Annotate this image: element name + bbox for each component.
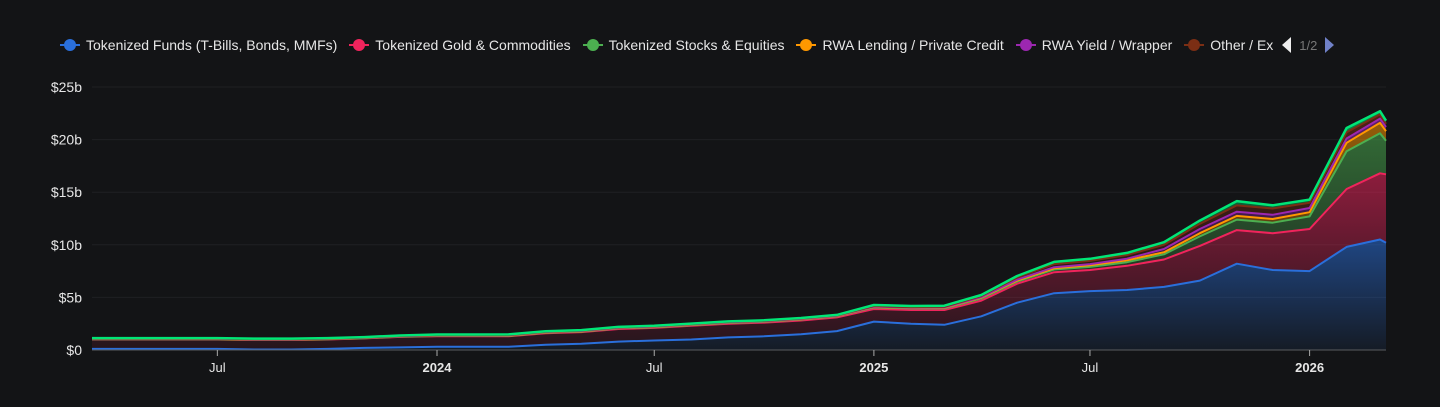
y-tick-label: $20b — [51, 132, 82, 148]
line-series-0 — [92, 238, 1387, 351]
legend-label: Tokenized Funds (T-Bills, Bonds, MMFs) — [86, 37, 338, 53]
legend-marker-icon — [582, 39, 603, 51]
legend-item-tokenized-stocks[interactable]: Tokenized Stocks & Equities — [582, 37, 785, 53]
legend-label: RWA Yield / Wrapper — [1041, 37, 1173, 53]
legend-marker-icon — [1184, 39, 1205, 51]
y-tick-label: $10b — [51, 237, 82, 253]
legend-page-indicator: 1/2 — [1299, 37, 1318, 53]
legend-item-other[interactable]: Other / Ex — [1184, 37, 1274, 53]
legend-label: Other / Ex — [1210, 37, 1274, 53]
legend-marker-icon — [349, 39, 370, 51]
legend-item-rwa-lending[interactable]: RWA Lending / Private Credit — [796, 37, 1004, 53]
legend-item-tokenized-funds[interactable]: Tokenized Funds (T-Bills, Bonds, MMFs) — [60, 37, 337, 53]
x-tick-label: 2026 — [1295, 360, 1324, 375]
legend-next-page-icon[interactable] — [1325, 37, 1335, 53]
legend-marker-icon — [1015, 39, 1036, 51]
x-tick-label: Jul — [1082, 360, 1099, 375]
x-tick-label: 2025 — [859, 360, 888, 375]
legend-label: Tokenized Stocks & Equities — [608, 37, 785, 53]
area-series-0 — [92, 239, 1386, 350]
y-tick-label: $0 — [66, 342, 82, 358]
legend-pager: 1/2 — [1282, 37, 1335, 53]
legend-marker-icon — [60, 39, 80, 51]
legend-marker-icon — [796, 39, 817, 51]
y-tick-label: $25b — [51, 79, 82, 95]
legend-item-rwa-yield[interactable]: RWA Yield / Wrapper — [1015, 37, 1173, 53]
x-tick-label: Jul — [646, 360, 663, 375]
legend-item-tokenized-gold[interactable]: Tokenized Gold & Commodities — [349, 37, 571, 53]
chart-legend: Tokenized Funds (T-Bills, Bonds, MMFs) T… — [60, 37, 1335, 53]
legend-prev-page-icon[interactable] — [1282, 37, 1292, 53]
legend-label: Tokenized Gold & Commodities — [375, 37, 571, 53]
y-tick-label: $5b — [59, 289, 83, 305]
line-series-6 — [92, 109, 1388, 340]
y-tick-label: $15b — [51, 184, 82, 200]
legend-label: RWA Lending / Private Credit — [822, 37, 1004, 53]
x-tick-label: 2024 — [423, 360, 453, 375]
x-tick-label: Jul — [209, 360, 226, 375]
